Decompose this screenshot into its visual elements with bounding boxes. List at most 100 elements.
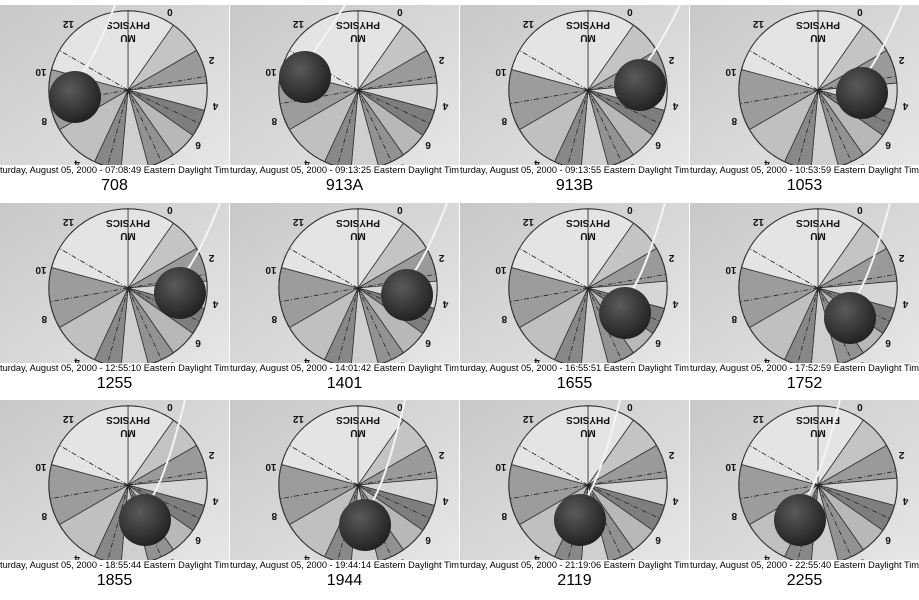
hour-line [510, 89, 589, 105]
dial-number: 4 [902, 100, 908, 111]
dial-number: 0 [397, 204, 403, 215]
dial-number: 12 [752, 18, 764, 29]
dial-subtitle: PHYSICS [566, 414, 610, 425]
dial-number: 8 [399, 161, 405, 172]
hour-line [749, 248, 819, 289]
caption: 708 [101, 177, 128, 194]
ball [824, 292, 876, 344]
dial-title: MU [810, 427, 826, 438]
hour-line [817, 470, 896, 486]
dial-number: 8 [169, 556, 175, 567]
dial-number: 8 [41, 510, 47, 521]
hour-line [740, 89, 819, 105]
hour-line [817, 75, 896, 91]
dial-number: 8 [271, 313, 277, 324]
dial-wedge [508, 267, 590, 329]
hour-line [50, 287, 129, 303]
dial-number: 10 [35, 66, 47, 77]
dial-wedge [738, 464, 820, 526]
dial-number: 0 [627, 401, 633, 412]
dial-wedge [127, 89, 174, 165]
dial-wedge [48, 464, 130, 526]
dial-number: 12 [62, 216, 74, 227]
dial-number: 8 [731, 510, 737, 521]
string [854, 203, 891, 299]
hour-line [797, 287, 819, 363]
ball [154, 267, 206, 319]
dial-number: 6 [885, 534, 891, 545]
hour-line [107, 89, 129, 165]
dial-number: 4 [902, 495, 908, 506]
dial-number: 10 [495, 461, 507, 472]
frame: MUPHYSICS02468102481012turday, August 05… [460, 400, 689, 589]
timestamp: turday, August 05, 2000 - 18:55:44 Easte… [0, 560, 229, 570]
timestamp: turday, August 05, 2000 - 09:13:55 Easte… [460, 165, 689, 175]
dial-subtitle: PHYSICS [336, 217, 380, 228]
timestamp: turday, August 05, 2000 - 17:52:59 Easte… [690, 363, 919, 373]
hour-line [510, 287, 589, 303]
frame: MUPHYSICS02468102481012turday, August 05… [230, 203, 459, 392]
dial-number: 4 [212, 298, 218, 309]
dial-wedge [278, 464, 360, 526]
hour-line [357, 75, 436, 91]
hour-line [289, 248, 359, 289]
dial-number: 12 [752, 413, 764, 424]
dial-title: MU [810, 230, 826, 241]
dial-wedge [738, 69, 820, 131]
hour-line [817, 484, 852, 557]
dial-number: 2 [668, 252, 674, 263]
hour-line [127, 273, 206, 289]
hour-line [817, 287, 852, 360]
dial-title: MU [120, 230, 136, 241]
dial-number: 6 [655, 534, 661, 545]
dial-wedge [738, 267, 820, 329]
dial-number: 2 [208, 449, 214, 460]
frame: MUPHYSICS02468102481012turday, August 05… [460, 5, 689, 194]
dial-number: 10 [725, 461, 737, 472]
dial-wedge [51, 10, 129, 91]
string [804, 400, 841, 501]
frame: MUPHYSICS02468102481012turday, August 05… [0, 203, 229, 392]
timestamp: turday, August 05, 2000 - 21:19:06 Easte… [460, 560, 689, 570]
dial-wedge [121, 287, 149, 363]
hour-line [797, 89, 819, 165]
hour-line [357, 89, 392, 162]
dial-number: 12 [292, 18, 304, 29]
photo: MUPHYSICS02468102481012 [690, 400, 919, 560]
dial-number: 8 [271, 115, 277, 126]
dial-number: 12 [522, 216, 534, 227]
hour-line [817, 484, 890, 519]
dial-number: 8 [859, 161, 865, 172]
dial-number: 0 [397, 6, 403, 17]
hour-line [587, 89, 660, 124]
dial-number: 12 [292, 216, 304, 227]
photo: MUPHYSICS02468102481012 [230, 5, 459, 172]
dial-number: 0 [167, 6, 173, 17]
dial-number: 6 [885, 139, 891, 150]
hour-line [357, 273, 436, 289]
dial-wedge [817, 89, 864, 165]
dial-number: 8 [271, 510, 277, 521]
dial-wedge [817, 484, 864, 560]
dial-wedge [741, 405, 819, 486]
dial-title: MU [350, 32, 366, 43]
caption: 1944 [327, 572, 363, 589]
hour-line [127, 484, 200, 519]
dial-number: 0 [627, 204, 633, 215]
dial-number: 0 [397, 401, 403, 412]
dial-number: 0 [857, 204, 863, 215]
hour-line [817, 273, 896, 289]
string [369, 400, 406, 506]
dial-wedge [121, 89, 149, 165]
dial-number: 4 [304, 552, 310, 563]
hour-line [107, 484, 129, 560]
dial-number: 0 [857, 401, 863, 412]
dial-wedge [587, 89, 634, 165]
dial-number: 12 [752, 216, 764, 227]
hour-line [337, 89, 359, 165]
caption: 1401 [327, 375, 363, 392]
dial-wedge [581, 287, 609, 363]
dial-number: 4 [442, 298, 448, 309]
hour-line [587, 75, 666, 91]
dial-number: 10 [35, 461, 47, 472]
